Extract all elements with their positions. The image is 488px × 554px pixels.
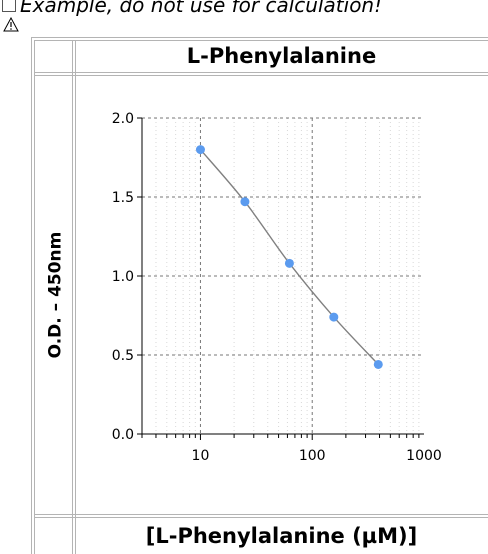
x-tick-label: 1000 bbox=[406, 448, 442, 464]
data-point bbox=[240, 197, 250, 207]
warning-label: Example, do not use for calculation! bbox=[20, 0, 383, 17]
x-tick-label: 100 bbox=[299, 448, 326, 464]
warning-text: Example, do not use for calculation! bbox=[2, 0, 382, 17]
fit-curve bbox=[199, 149, 379, 365]
data-point bbox=[284, 258, 294, 268]
y-tick-label: 1.0 bbox=[112, 269, 134, 285]
data-point bbox=[329, 312, 339, 322]
y-tick-label: 0.5 bbox=[112, 348, 134, 364]
chart-title: L-Phenylalanine bbox=[186, 44, 377, 68]
data-point bbox=[195, 145, 205, 155]
y-tick-label: 1.5 bbox=[112, 190, 134, 206]
calculator-icon bbox=[2, 0, 16, 12]
data-point bbox=[373, 359, 383, 369]
x-axis-label: [L-Phenylalanine (µM)] bbox=[145, 524, 418, 548]
warning-triangle-icon bbox=[3, 17, 19, 32]
y-tick-label: 0.0 bbox=[112, 427, 134, 443]
x-tick-label: 10 bbox=[192, 448, 210, 464]
y-tick-label: 2.0 bbox=[112, 111, 134, 127]
